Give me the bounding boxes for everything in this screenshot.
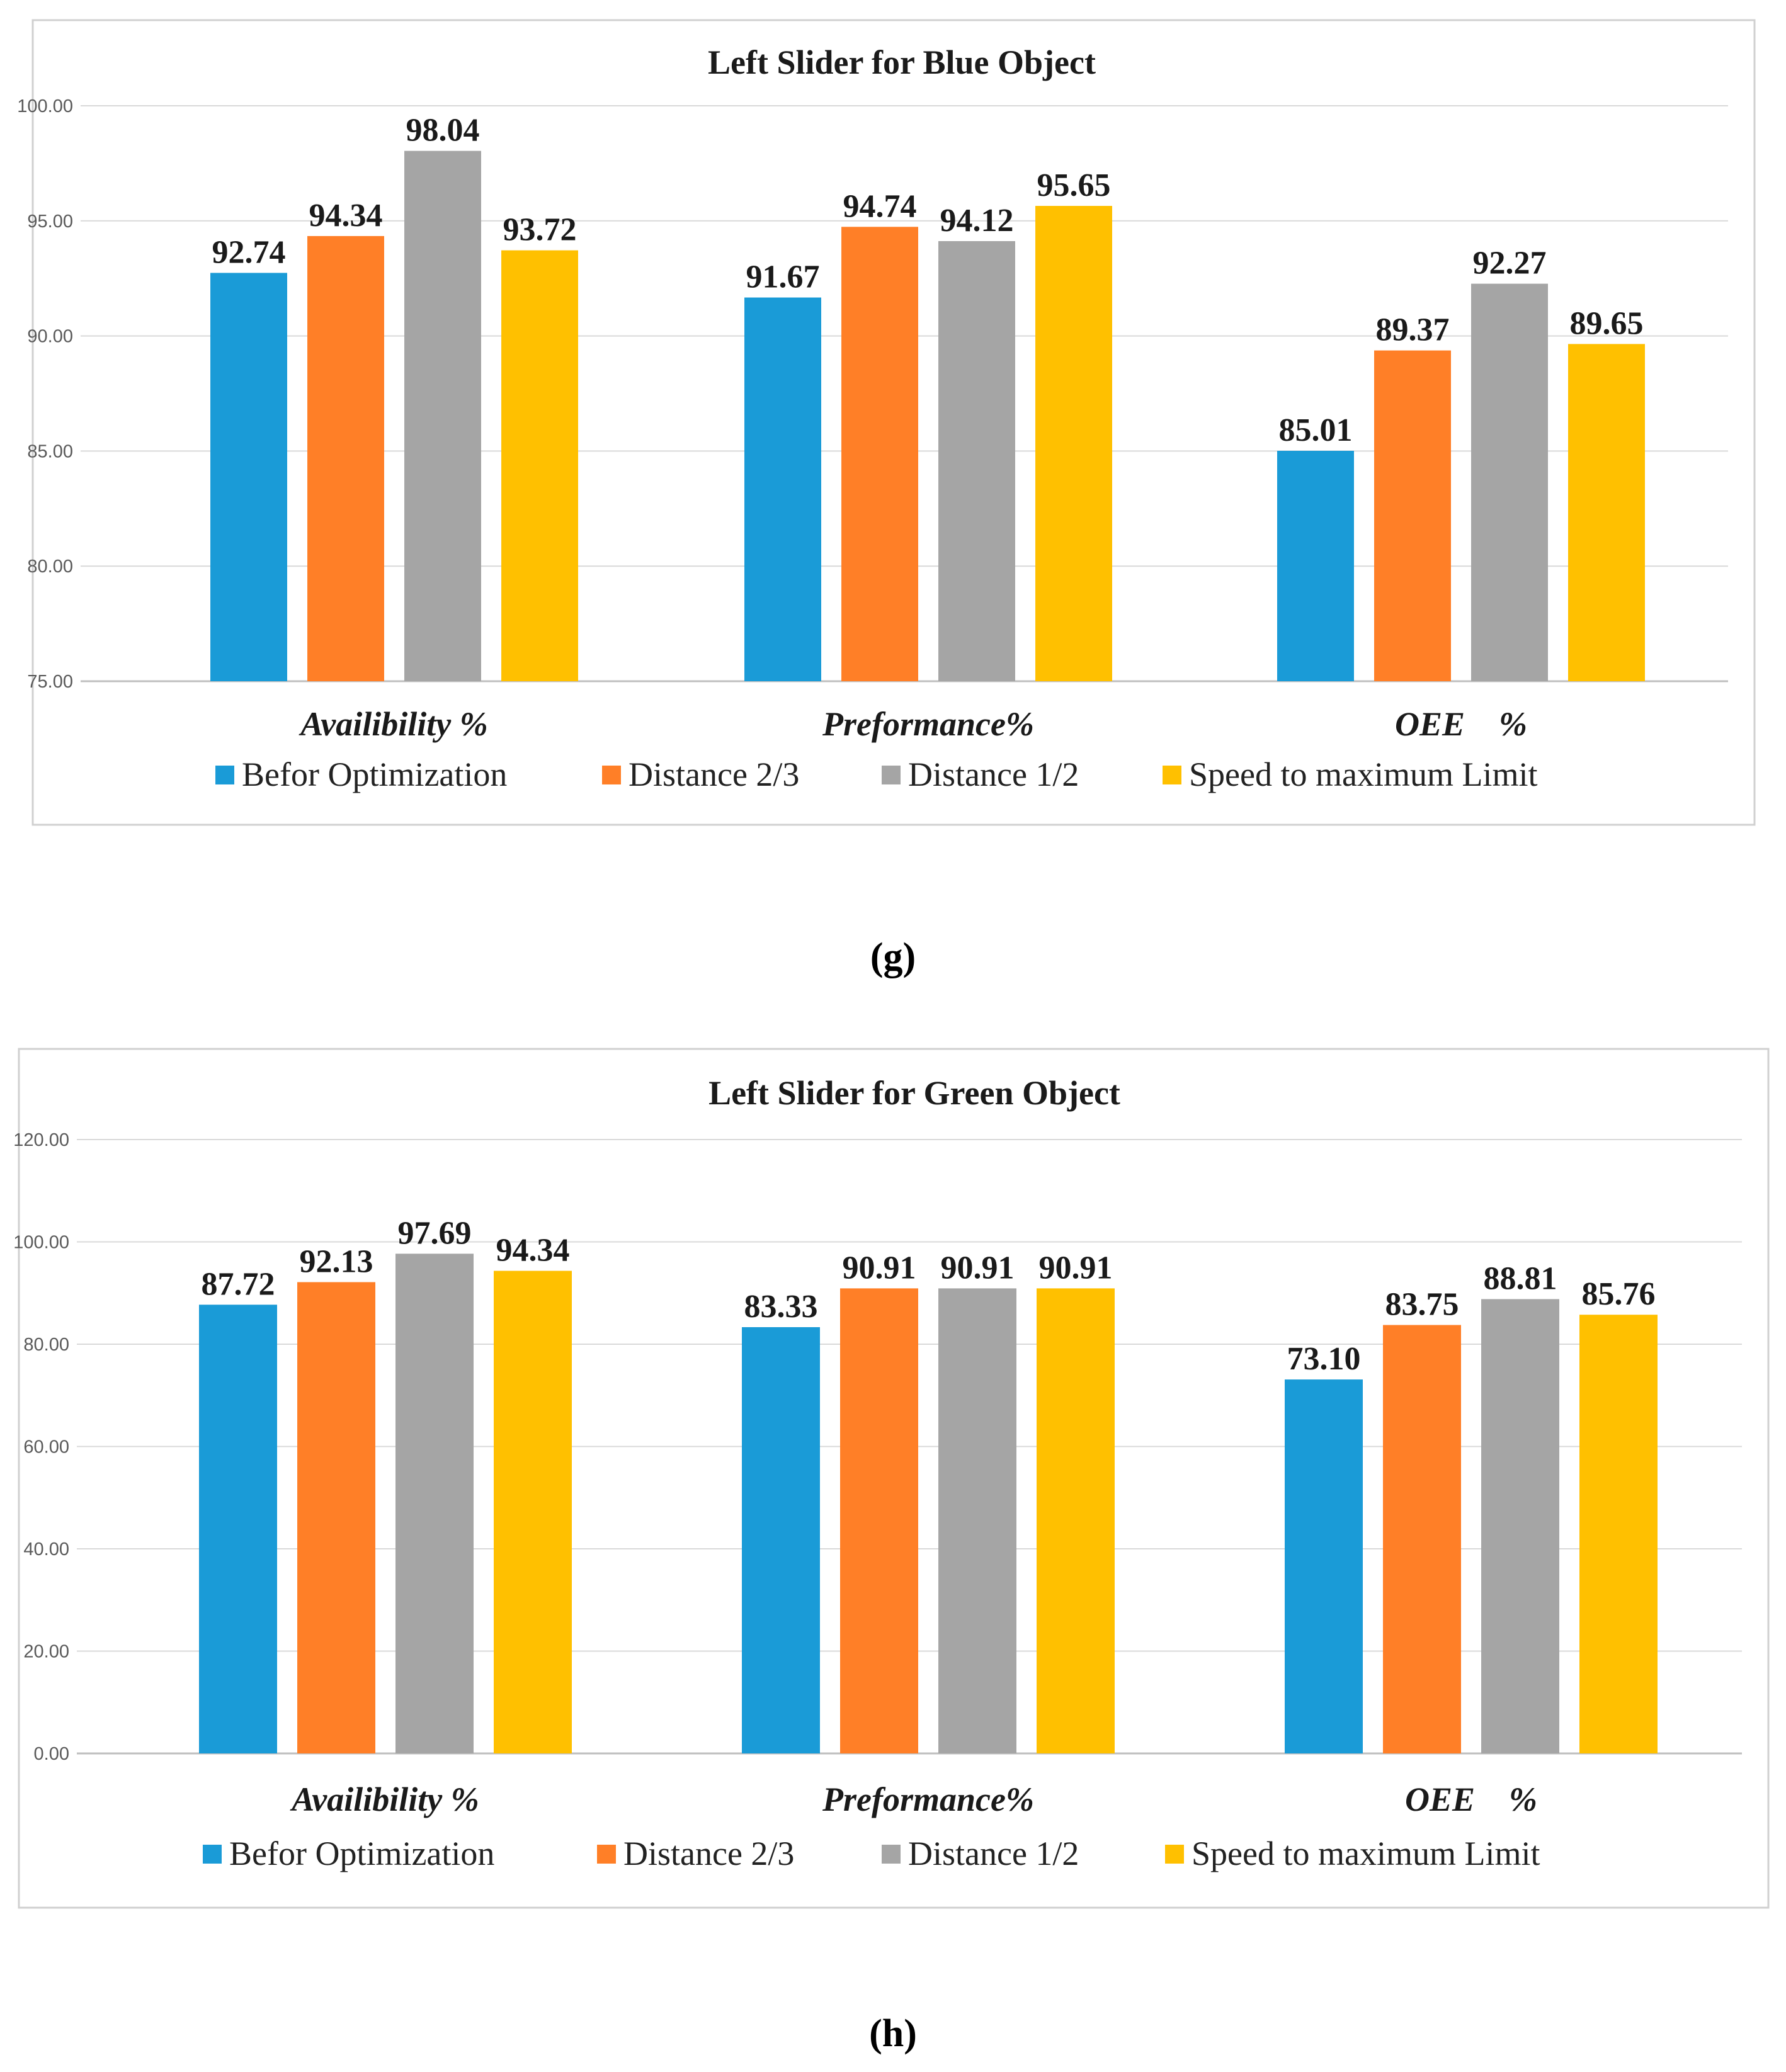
legend-swatch xyxy=(882,1845,901,1864)
bar xyxy=(1035,206,1112,681)
bar xyxy=(494,1271,572,1753)
data-label: 85.01 xyxy=(1279,412,1353,448)
chart-green-object: Left Slider for Green Object 0.00 20.00 40… xyxy=(13,1048,1770,1909)
legend-label: Speed to maximum Limit xyxy=(1189,756,1537,793)
bar xyxy=(742,1327,820,1753)
legend-swatch xyxy=(597,1845,616,1864)
data-label: 92.13 xyxy=(300,1243,373,1279)
y-tick-label: 90.00 xyxy=(27,327,73,347)
data-label: 90.91 xyxy=(1039,1250,1113,1286)
y-tick-label: 80.00 xyxy=(23,1335,69,1355)
y-tick-label: 100.00 xyxy=(13,1233,69,1253)
legend-swatch xyxy=(882,766,901,784)
y-tick-label: 100.00 xyxy=(17,96,73,116)
y-tick-label: 40.00 xyxy=(23,1539,69,1560)
bar xyxy=(1579,1315,1658,1753)
data-label: 89.37 xyxy=(1376,312,1450,348)
y-tick-label: 75.00 xyxy=(27,672,73,692)
data-label: 97.69 xyxy=(398,1215,472,1251)
legend-label: Distance 2/3 xyxy=(623,1835,794,1872)
legend-swatch xyxy=(602,766,621,784)
data-label: 91.67 xyxy=(746,259,820,295)
legend-label: Distance 1/2 xyxy=(908,756,1079,793)
y-tick-label: 0.00 xyxy=(34,1744,69,1764)
panel-label-g: (g) xyxy=(870,936,916,978)
data-label: 83.75 xyxy=(1385,1287,1459,1323)
bar xyxy=(1471,283,1548,682)
category-label: Availibility % xyxy=(290,1780,479,1818)
bar xyxy=(1037,1288,1115,1753)
panel-label-h: (h) xyxy=(869,2012,917,2055)
bar xyxy=(404,150,481,681)
legend-label: Distance 2/3 xyxy=(629,756,799,793)
chart-title: Left Slider for Blue Object xyxy=(708,43,1096,81)
data-label: 83.33 xyxy=(744,1289,818,1325)
legend-swatch xyxy=(1165,1845,1184,1864)
bar xyxy=(840,1288,918,1753)
data-label: 87.72 xyxy=(202,1266,275,1302)
chart-blue-object: Left Slider for Blue Object 75.00 80.00 85… xyxy=(17,19,1756,826)
bar xyxy=(938,1288,1016,1753)
data-label: 94.34 xyxy=(309,198,383,234)
bar xyxy=(395,1254,474,1753)
bar xyxy=(744,297,821,681)
data-label: 85.76 xyxy=(1582,1276,1656,1312)
data-label: 95.65 xyxy=(1037,167,1111,203)
category-label: OEE % xyxy=(1395,705,1527,743)
category-label: Preformance% xyxy=(822,1780,1034,1818)
bar xyxy=(501,250,578,681)
bar xyxy=(307,235,384,682)
legend-label: Befor Optimization xyxy=(242,756,507,793)
data-label: 94.34 xyxy=(496,1232,570,1268)
data-label: 94.12 xyxy=(940,203,1014,239)
y-tick-label: 60.00 xyxy=(23,1437,69,1458)
data-label: 90.91 xyxy=(843,1250,916,1286)
bar xyxy=(1383,1325,1461,1753)
bar xyxy=(199,1305,277,1753)
y-tick-label: 120.00 xyxy=(13,1130,69,1150)
legend-label: Speed to maximum Limit xyxy=(1192,1835,1540,1872)
bar xyxy=(210,273,287,681)
legend-label: Distance 1/2 xyxy=(908,1835,1079,1872)
chart-title: Left Slider for Green Object xyxy=(708,1074,1120,1112)
y-tick-label: 80.00 xyxy=(27,557,73,577)
data-label: 92.27 xyxy=(1473,246,1547,281)
bar xyxy=(1568,344,1645,681)
legend-swatch xyxy=(1163,766,1181,784)
category-label: Availibility % xyxy=(299,705,487,743)
bar xyxy=(1277,451,1354,681)
bar xyxy=(297,1282,375,1753)
data-label: 93.72 xyxy=(503,212,577,248)
bar xyxy=(938,241,1015,682)
category-label: Preformance% xyxy=(822,705,1034,743)
legend-swatch xyxy=(203,1845,222,1864)
bar xyxy=(1285,1379,1363,1753)
data-label: 98.04 xyxy=(406,113,480,149)
bar xyxy=(841,227,918,681)
legend-label: Befor Optimization xyxy=(229,1835,494,1872)
y-tick-label: 20.00 xyxy=(23,1642,69,1662)
data-label: 90.91 xyxy=(941,1250,1015,1286)
y-tick-label: 85.00 xyxy=(27,441,73,461)
legend-swatch xyxy=(215,766,234,784)
data-label: 73.10 xyxy=(1287,1341,1361,1377)
data-label: 92.74 xyxy=(212,234,286,270)
bar xyxy=(1374,350,1451,681)
data-label: 94.74 xyxy=(843,188,917,224)
category-label: OEE % xyxy=(1405,1780,1537,1818)
data-label: 88.81 xyxy=(1484,1260,1557,1296)
bar xyxy=(1481,1299,1559,1753)
y-tick-label: 95.00 xyxy=(27,212,73,232)
data-label: 89.65 xyxy=(1570,305,1644,341)
